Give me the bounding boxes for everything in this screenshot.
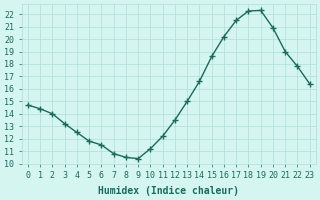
X-axis label: Humidex (Indice chaleur): Humidex (Indice chaleur)	[98, 186, 239, 196]
